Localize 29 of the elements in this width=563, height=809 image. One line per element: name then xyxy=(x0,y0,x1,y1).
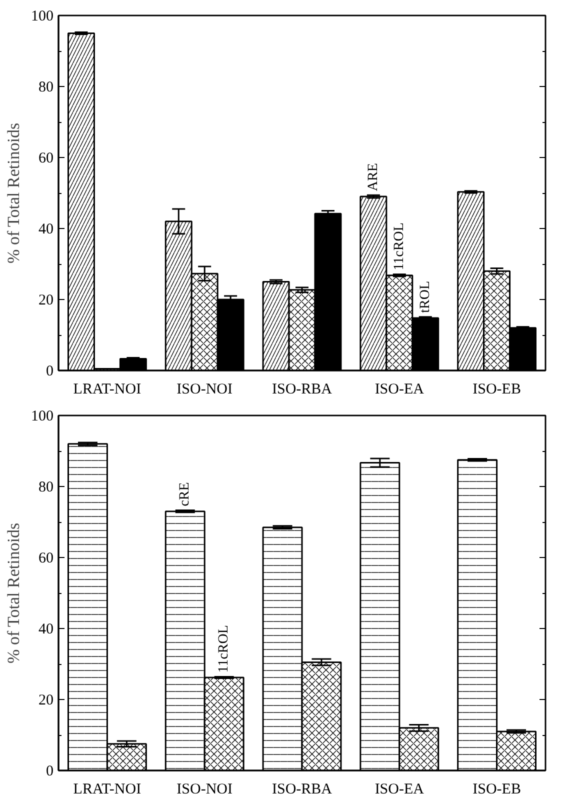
x-tick-label: ISO-RBA xyxy=(272,382,332,398)
y-tick-label: 80 xyxy=(38,80,54,96)
x-tick-label: ISO-EB xyxy=(472,782,521,798)
y-tick-label: 20 xyxy=(38,692,54,708)
text: 11cROL xyxy=(216,625,232,673)
y-axis-title: % of Total Retinoids xyxy=(4,122,23,264)
y-tick-label: 40 xyxy=(38,222,54,238)
text: cRE xyxy=(178,482,193,506)
text: ARE xyxy=(366,163,381,192)
x-tick-label: LRAT-NOI xyxy=(73,382,142,398)
y-tick-label: 40 xyxy=(38,622,54,638)
y-tick-label: 80 xyxy=(38,480,54,496)
y-tick-label: 60 xyxy=(38,550,54,566)
x-tick-label: LRAT-NOI xyxy=(73,782,142,798)
x-tick-label: ISO-EA xyxy=(374,382,424,398)
y-axis-title: % of Total Retinoids xyxy=(4,522,23,664)
text: tROL xyxy=(418,281,433,313)
x-tick-label: ISO-NOI xyxy=(176,782,233,798)
y-tick-label: 60 xyxy=(38,150,54,166)
y-tick-label: 100 xyxy=(31,408,54,424)
y-tick-label: 0 xyxy=(46,364,54,380)
y-tick-label: 20 xyxy=(38,292,54,308)
y-tick-label: 100 xyxy=(31,8,54,24)
x-tick-label: ISO-RBA xyxy=(272,782,332,798)
x-tick-label: ISO-NOI xyxy=(176,382,233,398)
x-tick-label: ISO-EB xyxy=(472,382,521,398)
x-tick-label: ISO-EA xyxy=(374,782,424,798)
text: 11cROL xyxy=(392,222,407,270)
y-tick-label: 0 xyxy=(46,764,54,780)
